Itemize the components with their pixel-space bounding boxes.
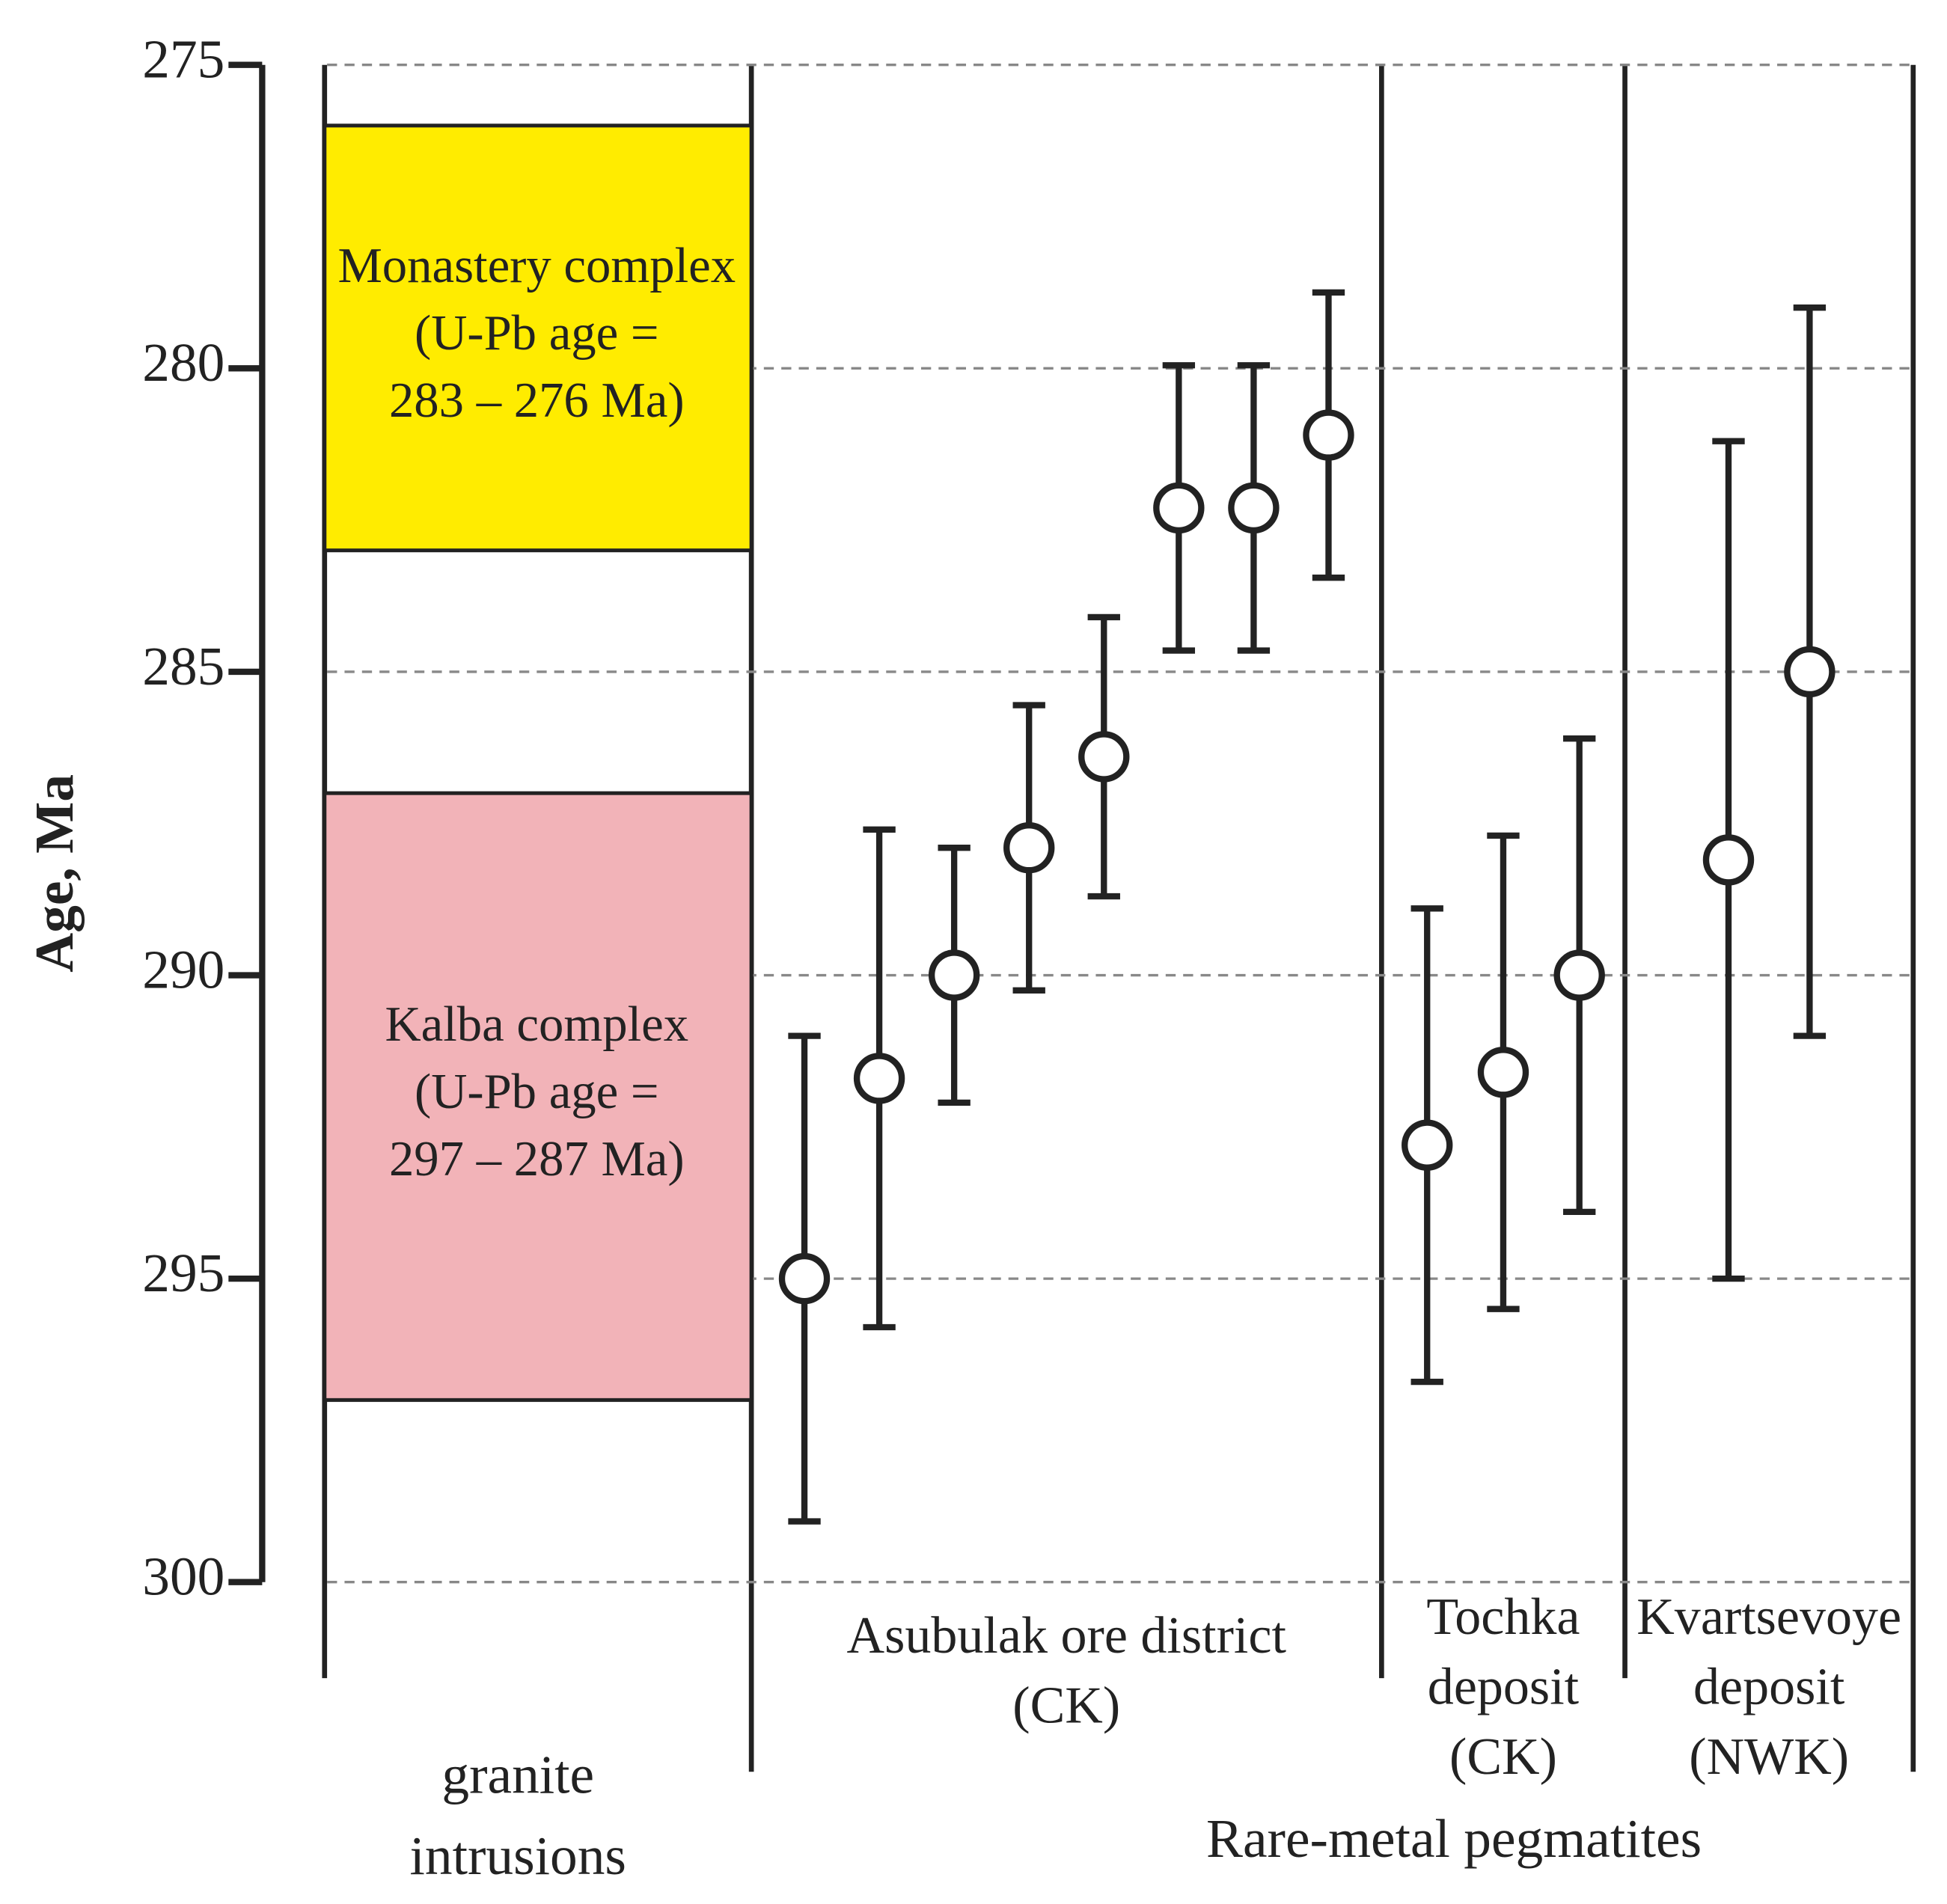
y-tick-label: 290 [142, 939, 224, 1000]
series-label: deposit [1693, 1659, 1845, 1716]
column-label: granite [441, 1745, 594, 1805]
series-label: Kvartsevoye [1636, 1588, 1901, 1646]
data-point [1784, 646, 1836, 698]
age-range-box [323, 791, 754, 1402]
data-point [928, 949, 980, 1001]
y-axis-title: Age, Ma [24, 774, 85, 973]
age-range-box [323, 123, 754, 553]
series-label: Asubulak ore district [847, 1607, 1287, 1665]
data-point [1477, 1047, 1529, 1098]
column-label: intrusions [410, 1825, 626, 1886]
box-label: 283 – 276 Ma) [389, 373, 685, 428]
data-point [1003, 821, 1055, 874]
data-point [1078, 731, 1130, 783]
data-point [1228, 482, 1280, 534]
y-tick-label: 280 [142, 332, 224, 393]
series-label: (CK) [1012, 1677, 1120, 1735]
box-label: Monastery complex [337, 239, 736, 293]
y-tick-label: 285 [142, 636, 224, 697]
y-tick-label: 300 [142, 1546, 224, 1607]
box-label: (U-Pb age = [415, 1065, 659, 1119]
x-axis-title: Rare-metal pegmatites [1206, 1808, 1702, 1869]
box-label: (U-Pb age = [415, 306, 659, 361]
data-point [1303, 409, 1354, 461]
y-tick-label: 275 [142, 29, 224, 90]
series-label: Tochka [1426, 1588, 1580, 1646]
data-point [1153, 482, 1205, 534]
data-point [1553, 949, 1605, 1001]
series-label: deposit [1428, 1659, 1580, 1716]
box-label: Kalba complex [385, 997, 688, 1052]
data-point [1702, 834, 1755, 886]
data-point [778, 1252, 831, 1305]
series-label: (CK) [1449, 1728, 1557, 1786]
series-label: (NWK) [1689, 1728, 1849, 1786]
data-point [1402, 1119, 1453, 1171]
box-label: 297 – 287 Ma) [389, 1132, 685, 1187]
data-point [853, 1053, 905, 1104]
y-tick-label: 295 [142, 1243, 224, 1303]
